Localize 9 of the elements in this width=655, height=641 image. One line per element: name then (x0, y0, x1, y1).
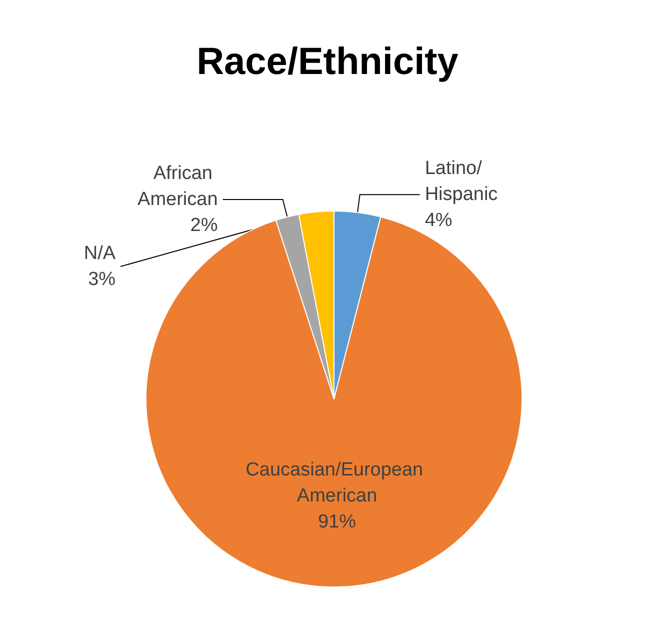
slice-label: Caucasian/European American (246, 459, 428, 506)
data-label: 2% (190, 214, 218, 236)
data-label: 3% (88, 268, 116, 290)
slice-label: Latino/Hispanic (424, 158, 498, 206)
slice-label: African American (138, 162, 218, 210)
slice-label: N/A (84, 242, 116, 264)
data-label: 4% (424, 210, 452, 232)
chart-title: Race/Ethnicity (196, 41, 458, 83)
data-label: 91% (318, 511, 356, 532)
